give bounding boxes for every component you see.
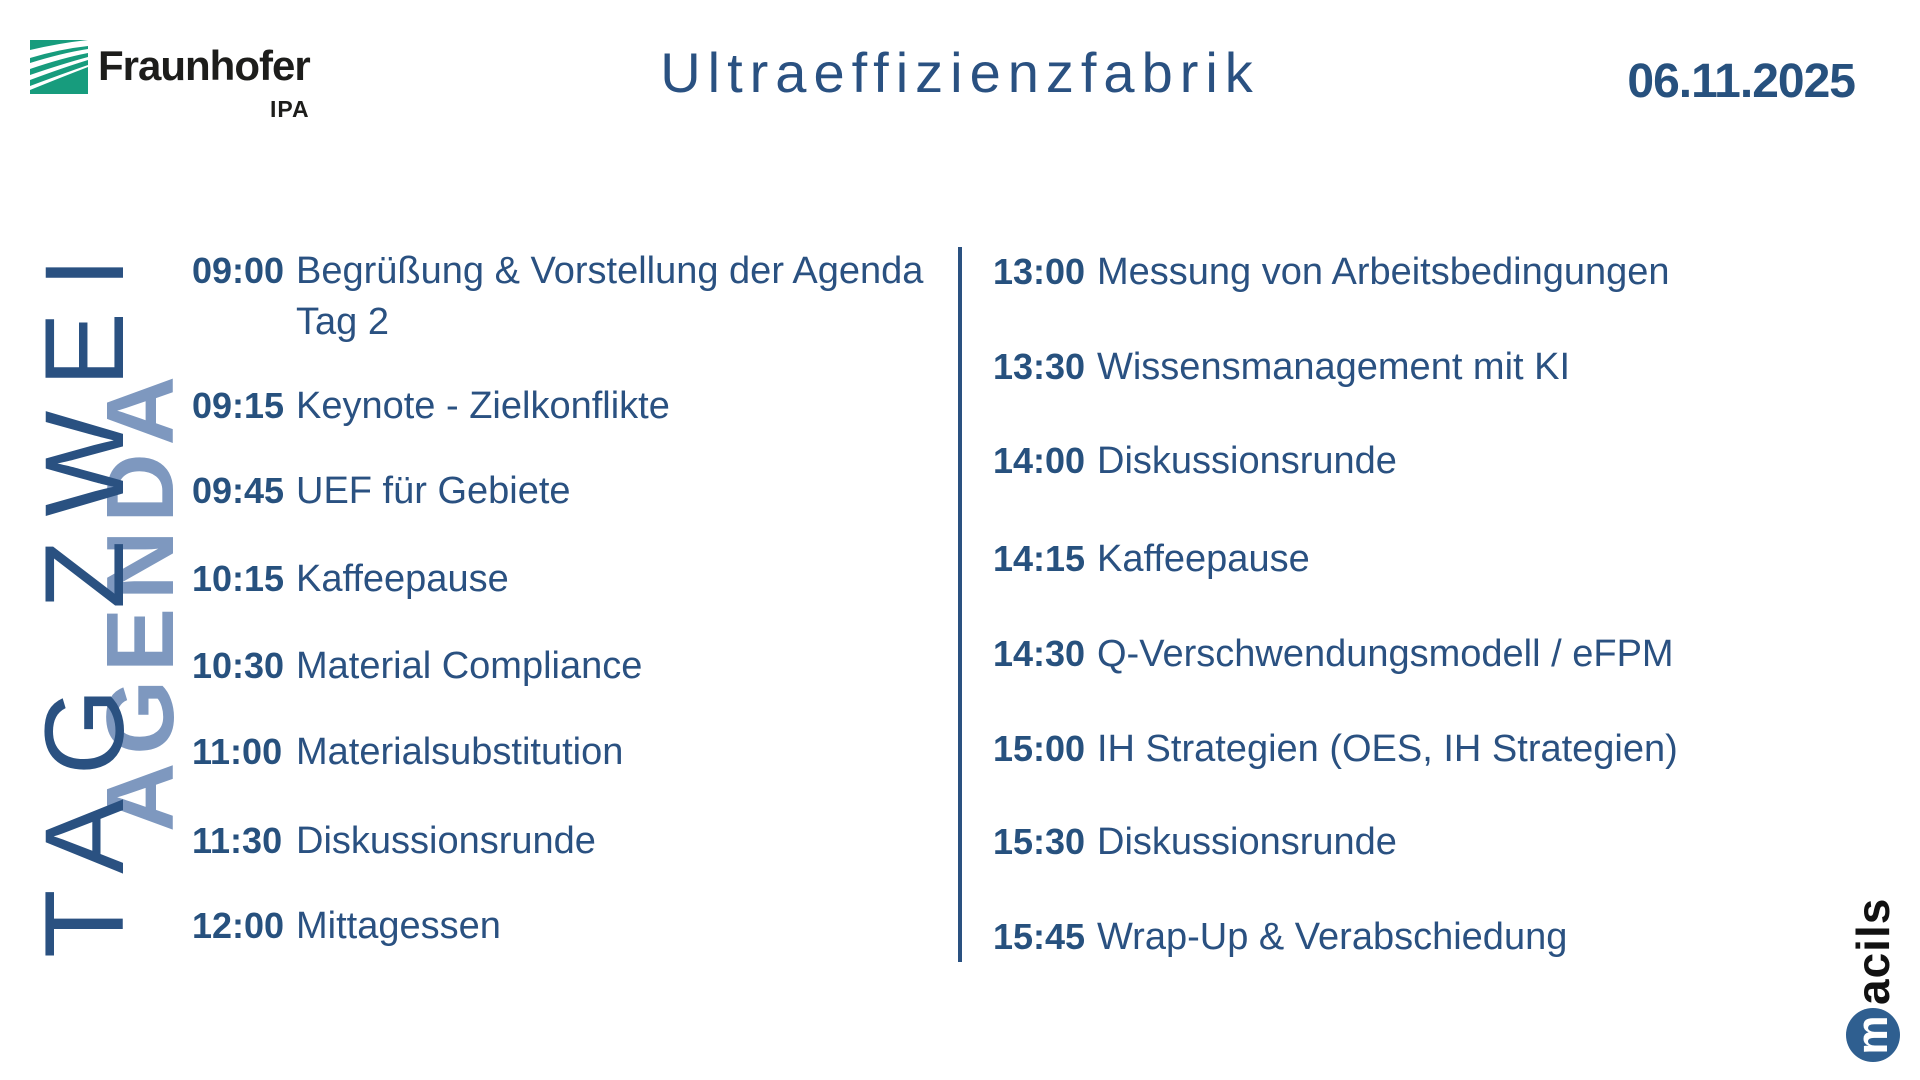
agenda-item-line2: Tag 2 [296, 301, 389, 343]
agenda-row: 14:00 Diskussionsrunde [993, 436, 1397, 487]
page-title: Ultraeffizienzfabrik [660, 41, 1260, 104]
agenda-item-line1: Begrüßung & Vorstellung der Agenda [296, 250, 924, 292]
macils-brand-text: acils [1847, 897, 1899, 1005]
agenda-row: 15:30 Diskussionsrunde [993, 817, 1397, 868]
agenda-row: 11:00 Materialsubstitution [192, 727, 623, 778]
agenda-row: 13:30 Wissensmanagement mit KI [993, 342, 1570, 393]
agenda-row: 15:00 IH Strategien (OES, IH Strategien) [993, 724, 1678, 775]
agenda-item-title: Q-Verschwendungsmodell / eFPM [1097, 633, 1674, 675]
macils-m-badge-icon: m [1846, 1008, 1900, 1062]
agenda-time: 10:30 [192, 645, 285, 686]
agenda-time: 09:15 [192, 385, 285, 426]
macils-logo: m acils [1846, 898, 1900, 1062]
agenda-time: 14:30 [993, 633, 1086, 674]
agenda-time: 15:45 [993, 916, 1086, 957]
agenda-row: 11:30 Diskussionsrunde [192, 816, 596, 867]
agenda-item-title: UEF für Gebiete [296, 470, 571, 512]
fraunhofer-logo: Fraunhofer IPA [30, 40, 311, 123]
agenda-time: 13:30 [993, 346, 1086, 387]
slide-date: 06.11.2025 [1627, 55, 1856, 108]
agenda-time: 15:00 [993, 728, 1086, 769]
agenda-item-title: Wissensmanagement mit KI [1097, 346, 1571, 388]
agenda-item-title: Diskussionsrunde [1097, 821, 1397, 863]
agenda-row: 12:00 Mittagessen [192, 901, 501, 952]
agenda-time: 14:00 [993, 440, 1086, 481]
agenda-time: 11:00 [192, 731, 283, 772]
agenda-item-title: IH Strategien (OES, IH Strategien) [1097, 728, 1678, 770]
fraunhofer-stripes-icon [30, 40, 88, 94]
agenda-item-title: Material Compliance [296, 645, 643, 687]
fraunhofer-division-text: IPA [270, 96, 310, 122]
agenda-item-title: Messung von Arbeitsbedingungen [1097, 251, 1670, 293]
agenda-item-title: Mittagessen [296, 905, 501, 947]
agenda-row: 09:15 Keynote - Zielkonflikte [192, 381, 670, 432]
agenda-row: 09:00 Begrüßung & Vorstellung der Agenda… [192, 246, 923, 348]
agenda-time: 14:15 [993, 538, 1086, 579]
agenda-row: 10:30 Material Compliance [192, 641, 642, 692]
agenda-row: 13:00 Messung von Arbeitsbedingungen [993, 247, 1670, 298]
agenda-item-title: Kaffeepause [1097, 538, 1310, 580]
agenda-time: 15:30 [993, 821, 1086, 862]
agenda-row: 09:45 UEF für Gebiete [192, 466, 571, 517]
agenda-item-title: Begrüßung & Vorstellung der Agenda Tag 2 [296, 246, 923, 348]
agenda-time: 09:00 [192, 250, 285, 291]
agenda-time: 13:00 [993, 251, 1086, 292]
agenda-item-title: Keynote - Zielkonflikte [296, 385, 670, 427]
agenda-item-title: Kaffeepause [296, 558, 509, 600]
agenda-item-title: Diskussionsrunde [296, 820, 596, 862]
agenda-row: 14:30 Q-Verschwendungsmodell / eFPM [993, 629, 1674, 680]
agenda-time: 10:15 [192, 558, 285, 599]
agenda-row: 15:45 Wrap-Up & Verabschiedung [993, 912, 1567, 963]
fraunhofer-brand-text: Fraunhofer [98, 42, 311, 89]
agenda-time: 09:45 [192, 470, 285, 511]
agenda-time: 12:00 [192, 905, 285, 946]
day-two-label: TAG ZWEI [22, 233, 147, 958]
agenda-row: 10:15 Kaffeepause [192, 554, 509, 605]
agenda-item-title: Wrap-Up & Verabschiedung [1097, 916, 1568, 958]
agenda-item-title: Diskussionsrunde [1097, 440, 1397, 482]
agenda-row: 14:15 Kaffeepause [993, 534, 1310, 585]
agenda-time: 11:30 [192, 820, 283, 861]
column-divider [958, 247, 962, 962]
agenda-item-title: Materialsubstitution [296, 731, 624, 773]
